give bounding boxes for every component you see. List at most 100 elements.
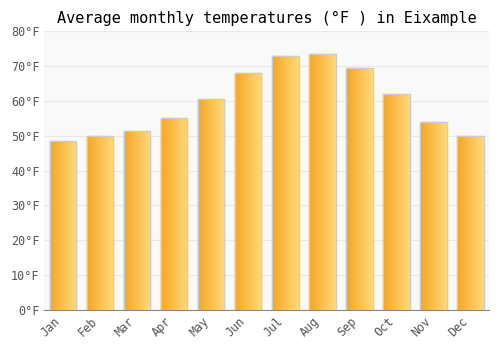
Bar <box>328 54 329 310</box>
Bar <box>102 136 104 310</box>
Bar <box>244 73 245 310</box>
Bar <box>325 54 326 310</box>
Bar <box>127 131 128 310</box>
Bar <box>482 136 483 310</box>
Bar <box>394 94 395 310</box>
Bar <box>71 141 72 310</box>
Bar <box>208 99 209 310</box>
Bar <box>364 68 366 310</box>
Bar <box>212 99 213 310</box>
Bar <box>390 94 391 310</box>
Bar <box>178 118 179 310</box>
Bar <box>253 73 254 310</box>
Bar <box>350 68 352 310</box>
Bar <box>239 73 240 310</box>
Bar <box>206 99 207 310</box>
Bar <box>74 141 75 310</box>
Bar <box>314 54 315 310</box>
Bar <box>214 99 215 310</box>
Bar <box>318 54 319 310</box>
Bar <box>311 54 312 310</box>
Bar <box>324 54 325 310</box>
Bar <box>58 141 59 310</box>
Bar <box>218 99 219 310</box>
Bar <box>246 73 247 310</box>
Bar <box>70 141 71 310</box>
Bar <box>358 68 360 310</box>
Bar <box>134 131 135 310</box>
Bar <box>404 94 405 310</box>
Bar <box>366 68 368 310</box>
Bar <box>68 141 69 310</box>
Bar <box>422 122 424 310</box>
Bar <box>259 73 260 310</box>
Bar <box>287 56 288 310</box>
Bar <box>402 94 403 310</box>
Bar <box>198 99 224 310</box>
Bar <box>293 56 294 310</box>
Bar <box>322 54 323 310</box>
Bar <box>201 99 202 310</box>
Bar <box>420 122 422 310</box>
Bar <box>237 73 238 310</box>
Bar <box>399 94 400 310</box>
Bar <box>354 68 356 310</box>
Bar <box>96 136 98 310</box>
Bar <box>50 141 76 310</box>
Bar <box>321 54 322 310</box>
Bar <box>463 136 464 310</box>
Bar <box>362 68 364 310</box>
Bar <box>258 73 259 310</box>
Bar <box>467 136 468 310</box>
Bar <box>471 136 472 310</box>
Bar <box>348 68 350 310</box>
Bar <box>63 141 64 310</box>
Bar <box>288 56 289 310</box>
Bar <box>458 136 459 310</box>
Bar <box>282 56 283 310</box>
Bar <box>167 118 168 310</box>
Bar <box>389 94 390 310</box>
Bar <box>407 94 408 310</box>
Bar <box>86 136 88 310</box>
Bar <box>460 136 461 310</box>
Bar <box>291 56 292 310</box>
Bar <box>211 99 212 310</box>
Bar <box>401 94 402 310</box>
Bar <box>283 56 284 310</box>
Bar <box>130 131 131 310</box>
Bar <box>185 118 186 310</box>
Bar <box>171 118 172 310</box>
Bar <box>66 141 67 310</box>
Bar <box>434 122 436 310</box>
Bar <box>65 141 66 310</box>
Bar <box>72 141 73 310</box>
Bar <box>292 56 293 310</box>
Bar <box>346 68 348 310</box>
Bar <box>384 94 385 310</box>
Bar <box>284 56 285 310</box>
Bar <box>388 94 389 310</box>
Bar <box>257 73 258 310</box>
Bar <box>286 56 287 310</box>
Bar <box>426 122 428 310</box>
Bar <box>320 54 321 310</box>
Bar <box>459 136 460 310</box>
Bar <box>220 99 221 310</box>
Bar <box>147 131 148 310</box>
Bar <box>397 94 398 310</box>
Bar <box>280 56 281 310</box>
Bar <box>132 131 133 310</box>
Bar <box>181 118 182 310</box>
Bar <box>235 73 262 310</box>
Bar <box>187 118 188 310</box>
Bar <box>136 131 137 310</box>
Bar <box>295 56 296 310</box>
Bar <box>106 136 108 310</box>
Bar <box>273 56 274 310</box>
Bar <box>131 131 132 310</box>
Bar <box>104 136 106 310</box>
Bar <box>163 118 164 310</box>
Bar <box>170 118 171 310</box>
Bar <box>61 141 62 310</box>
